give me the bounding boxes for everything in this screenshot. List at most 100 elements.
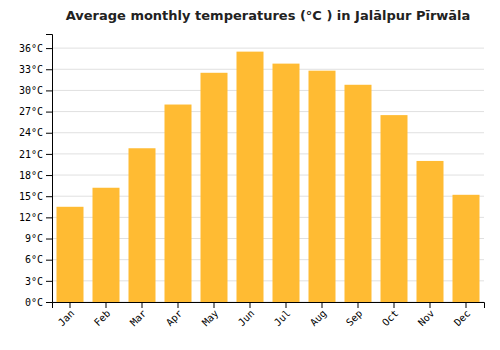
grid [52, 48, 484, 302]
grid-line [52, 111, 484, 112]
bar [201, 73, 228, 302]
y-tick-label: 24°C [19, 127, 43, 138]
y-tick-label: 15°C [19, 191, 43, 202]
title: Average monthly temperatures (°C ) in Ja… [66, 8, 471, 23]
x-tick-label: Feb [92, 308, 113, 329]
y-tick: 27°C [19, 106, 52, 117]
y-axis-line [46, 35, 53, 303]
x-tick: Jan [56, 302, 77, 328]
y-tick-label: 36°C [19, 43, 43, 54]
x-tick: Oct [380, 302, 401, 328]
y-tick: 36°C [19, 43, 52, 54]
x-tick-mark [106, 302, 107, 308]
x-tick-mark [394, 302, 395, 308]
x-tick-mark [214, 302, 215, 308]
y-tick: 30°C [19, 85, 52, 96]
x-tick-label: Jul [272, 308, 293, 329]
bar [453, 195, 480, 302]
y-tick-mark [46, 48, 52, 49]
y-tick: 12°C [19, 212, 52, 223]
x-tick-label: Mar [128, 308, 149, 329]
y-tick-mark [46, 281, 52, 282]
y-tick: 6°C [25, 254, 52, 265]
x-axis-line [53, 303, 485, 309]
y-tick-label: 33°C [19, 64, 43, 75]
y-tick-mark [46, 196, 52, 197]
y-tick: 18°C [19, 170, 52, 181]
y-tick: 33°C [19, 64, 52, 75]
x-tick-label: Jun [236, 308, 257, 329]
x-tick-label: Apr [164, 308, 185, 329]
y-tick-mark [46, 133, 52, 134]
x-tick-label: Aug [308, 308, 329, 329]
y-tick-mark [46, 239, 52, 240]
x-tick: Jul [272, 302, 293, 328]
x-tick: Nov [416, 302, 437, 328]
y-tick: 0°C [25, 297, 52, 308]
bars [57, 52, 480, 302]
y-tick-label: 27°C [19, 106, 43, 117]
y-tick-label: 12°C [19, 212, 43, 223]
y-tick-mark [46, 154, 52, 155]
y-tick-label: 3°C [25, 276, 43, 287]
x-tick-label: Nov [416, 308, 437, 329]
x-tick-label: May [200, 308, 221, 329]
x-tick-mark [178, 302, 179, 308]
y-tick: 3°C [25, 276, 52, 287]
y-tick-label: 18°C [19, 170, 43, 181]
grid-line [52, 132, 484, 133]
grid-line [52, 153, 484, 154]
y-tick-label: 9°C [25, 233, 43, 244]
x-tick-label: Sep [344, 308, 365, 329]
grid-line [52, 48, 484, 49]
chart: Jan Feb Mar Apr May Jun Jul Aug Sep Oct Nov Dec 0°C 3… [0, 0, 500, 350]
x-axis: Jan Feb Mar Apr May Jun Jul Aug Sep Oct Nov Dec [53, 302, 485, 328]
x-tick-mark [358, 302, 359, 308]
y-axis: 0°C 3°C 6°C 9°C 12°C 15°C 18°C 21°C 24°C 27°C 30°C… [19, 35, 53, 308]
x-tick-mark [466, 302, 467, 308]
y-tick-mark [46, 217, 52, 218]
bar [381, 115, 408, 302]
y-tick-label: 30°C [19, 85, 43, 96]
y-tick-mark [46, 175, 52, 176]
x-tick: Mar [128, 302, 149, 328]
grid-line [52, 69, 484, 70]
bar [93, 188, 120, 302]
x-tick-mark [70, 302, 71, 308]
x-tick: Jun [236, 302, 257, 328]
grid-line [52, 90, 484, 91]
plot-area: Jan Feb Mar Apr May Jun Jul Aug Sep Oct Nov Dec 0°C 3… [19, 35, 485, 329]
bar [57, 207, 84, 302]
y-tick-mark [46, 302, 52, 303]
bar [165, 105, 192, 302]
x-tick: Aug [308, 302, 329, 328]
x-tick-mark [322, 302, 323, 308]
y-tick-mark [46, 260, 52, 261]
y-tick: 24°C [19, 127, 52, 138]
y-tick-label: 21°C [19, 149, 43, 160]
x-tick-mark [430, 302, 431, 308]
bar [273, 64, 300, 302]
y-tick-label: 0°C [25, 297, 43, 308]
bar [345, 85, 372, 302]
x-tick-label: Dec [452, 308, 473, 329]
y-tick-mark [46, 69, 52, 70]
x-tick: Dec [452, 302, 473, 328]
bar [309, 71, 336, 302]
x-tick: Feb [92, 302, 113, 328]
x-tick-label: Jan [56, 308, 77, 329]
x-tick-mark [250, 302, 251, 308]
y-tick: 21°C [19, 149, 52, 160]
y-tick-mark [46, 112, 52, 113]
bar [417, 161, 444, 302]
x-tick-label: Oct [380, 308, 401, 329]
y-tick-label: 6°C [25, 254, 43, 265]
x-tick: Apr [164, 302, 185, 328]
bar [129, 148, 156, 302]
x-tick: May [200, 302, 221, 328]
x-tick-mark [142, 302, 143, 308]
bar [237, 52, 264, 302]
y-tick: 9°C [25, 233, 52, 244]
x-tick: Sep [344, 302, 365, 328]
y-tick: 15°C [19, 191, 52, 202]
